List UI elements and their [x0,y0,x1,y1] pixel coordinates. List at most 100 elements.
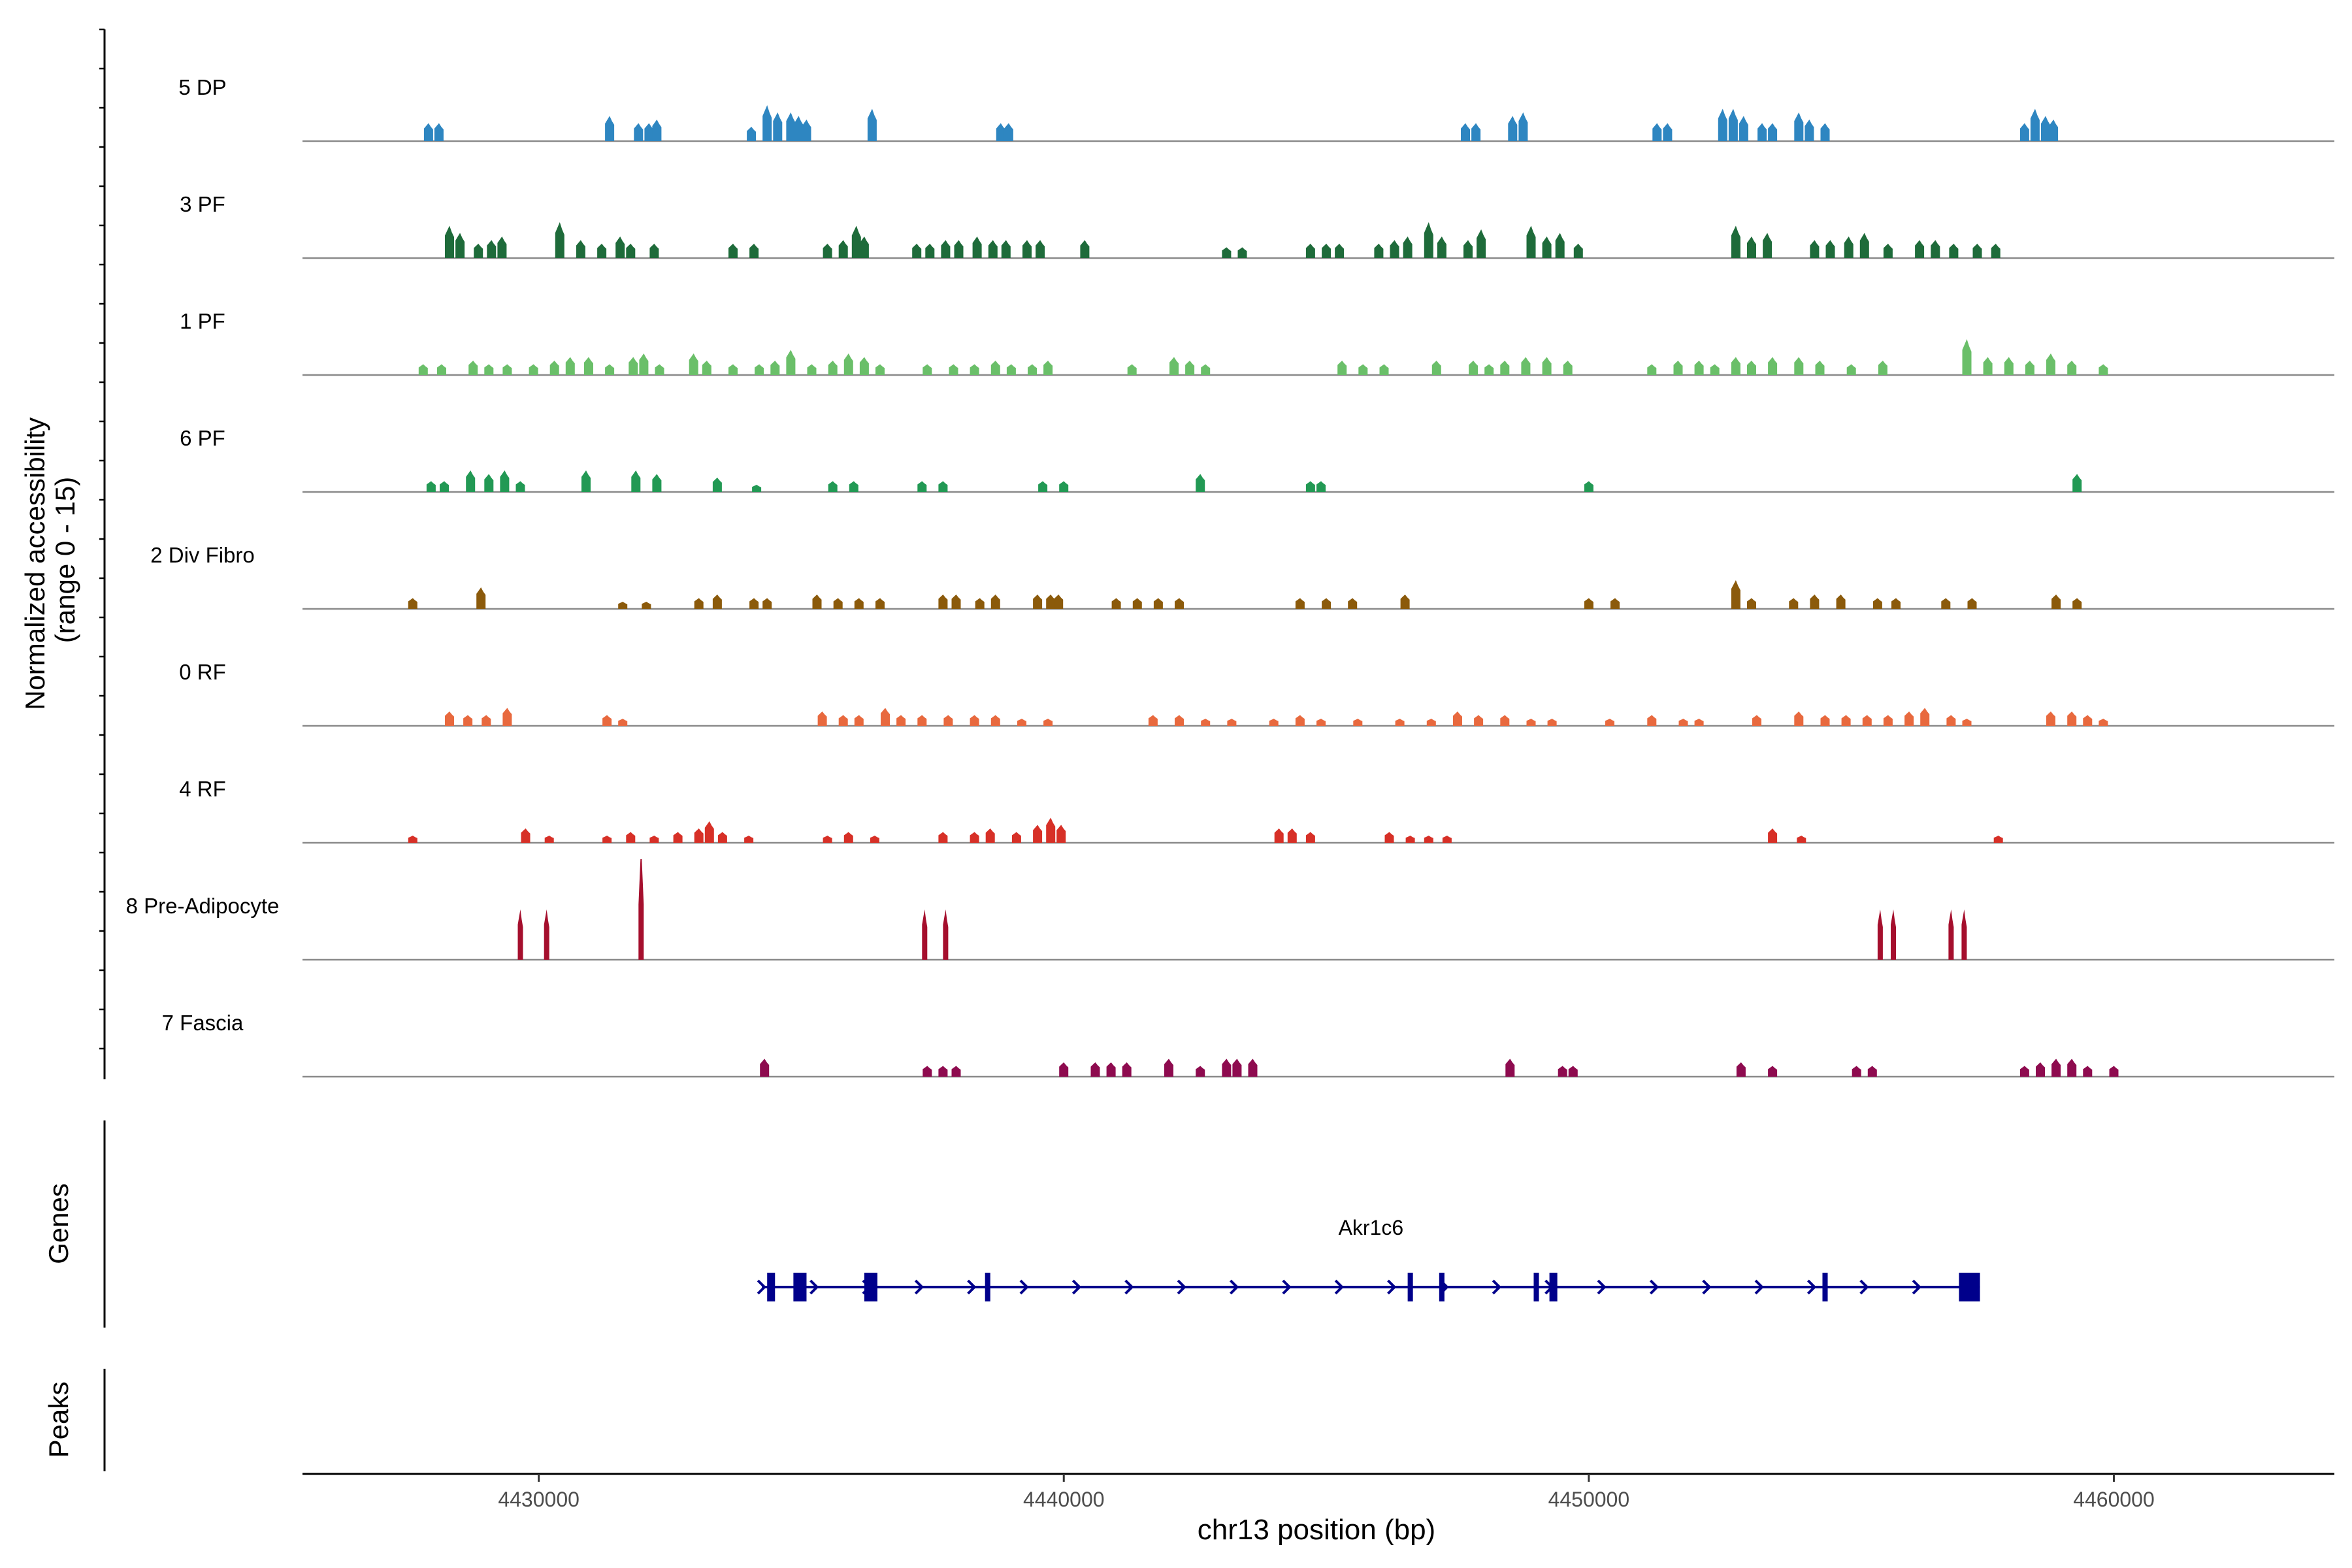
coverage-peak [1431,361,1441,375]
coverage-peak [854,598,864,609]
coverage-peak [1584,481,1593,492]
coverage-peak [1678,719,1688,726]
coverage-peak [502,708,512,726]
coverage-peak [1358,364,1368,375]
coverage-peak [584,357,593,375]
coverage-peak [437,364,446,375]
coverage-peak [1663,123,1673,141]
x-axis-ticks: 4430000 4440000 4450000 4460000 [498,1474,2155,1511]
coverage-peak [655,364,664,375]
coverage-peak [644,123,654,141]
coverage-peak [1122,1062,1132,1077]
coverage-peak [762,105,772,141]
coverage-peak [938,1066,948,1077]
coverage-peak [1694,719,1704,726]
coverage-peak [549,361,559,375]
coverage-peak [747,127,757,141]
coverage-peak [828,481,838,492]
coverage-peak [1962,719,1972,726]
coverage-peak [1054,595,1064,609]
coverage-peak [1222,247,1232,258]
coverage-peak [1610,598,1620,609]
coverage-peak [576,240,585,258]
track-8: 7 Fascia [162,1011,2334,1078]
coverage-peak [1836,595,1846,609]
coverage-peak [1185,361,1195,375]
coverage-peak [1043,719,1053,726]
coverage-peak [794,116,804,141]
coverage-peak [1862,715,1872,726]
coverage-peak [823,836,832,843]
coverage-peak [1558,1066,1567,1077]
coverage-peak [2019,123,2029,141]
gene-exon [1533,1273,1539,1301]
coverage-peak [1337,361,1347,375]
coverage-peak [2030,108,2040,141]
coverage-peak [1500,361,1510,375]
coverage-peak [843,832,853,843]
coverage-peak [1175,598,1184,609]
coverage-peak [1789,598,1799,609]
coverage-peak [1931,240,1940,258]
coverage-peak [1731,580,1740,609]
coverage-peak [1453,711,1462,726]
coverage-peak [1335,244,1345,258]
coverage-peak [749,244,759,258]
coverage-peak [1805,120,1814,141]
coverage-peak [2067,1058,2077,1077]
coverage-peak [1991,244,2001,258]
coverage-peak [1461,123,1470,141]
gene-exon [864,1273,877,1301]
coverage-peak [817,711,827,726]
coverage-peak [938,832,948,843]
strand-arrow [1071,1279,1082,1295]
coverage-peak [859,357,869,375]
coverage-peak [1568,1066,1578,1077]
coverage-peak [1469,361,1478,375]
coverage-peak [1891,598,1901,609]
coverage-peak [941,240,951,258]
track-3: 6 PF [180,426,2334,493]
coverage-peak [1400,595,1410,609]
coverage-peak [1484,364,1494,375]
coverage-peak [418,364,428,375]
coverage-peak [615,237,625,258]
coverage-peak [1403,237,1413,258]
coverage-peak [1768,123,1778,141]
y-axis-title: Normalized accessibility (range 0 - 15) [20,410,80,710]
coverage-peak [2019,1066,2029,1077]
coverage-peak [1148,715,1158,726]
coverage-peak [689,353,698,375]
coverage-peak [843,353,853,375]
coverage-peak [925,244,935,258]
strand-arrow [1230,1279,1239,1295]
coverage-peak [638,859,644,960]
coverage-peak [755,364,764,375]
coverage-peak [466,470,476,492]
coverage-peak [602,836,612,843]
coverage-peak [1794,711,1804,726]
gene-exon [1959,1273,1980,1301]
coverage-peak [1442,836,1452,843]
coverage-peak [1036,240,1045,258]
coverage-peak [1056,825,1066,843]
coverage-peak [1877,909,1883,960]
coverage-peak [1153,598,1163,609]
coverage-peak [2046,353,2055,375]
coverage-peak [1518,112,1528,141]
coverage-peak [484,364,494,375]
genes-panel-label: Genes [43,1183,74,1264]
coverage-peak [602,715,612,726]
track-label: 0 RF [179,660,226,684]
coverage-peak [581,470,591,492]
coverage-peak [807,364,817,375]
coverage-peak [1757,123,1767,141]
coverage-peak [1046,595,1056,609]
coverage-peak [1316,481,1326,492]
coverage-peak [1867,1066,1877,1077]
coverage-peak [2036,1062,2045,1077]
coverage-peak [1941,598,1951,609]
coverage-peak [1526,719,1536,726]
track-2: 1 PF [180,309,2334,376]
coverage-peak [1305,481,1315,492]
